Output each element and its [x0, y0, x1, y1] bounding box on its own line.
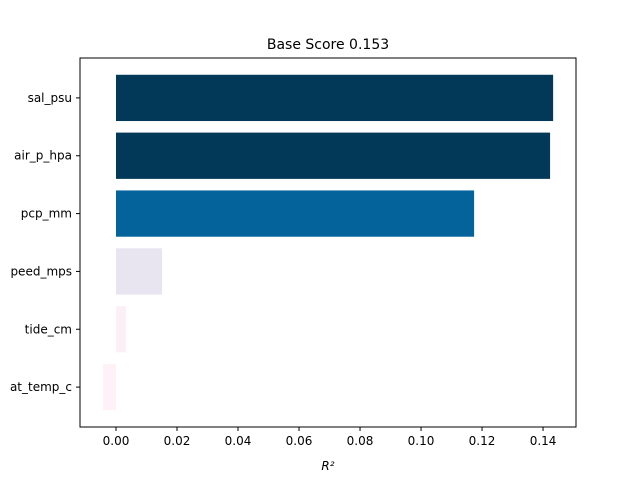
bar [115, 74, 554, 122]
bar [115, 132, 551, 179]
plot-frame [79, 57, 577, 428]
y-tick-label: tide_cm [25, 322, 72, 336]
y-tick-label: pcp_mm [21, 207, 72, 221]
chart-title: Base Score 0.153 [267, 37, 389, 53]
x-axis-label: R² [321, 459, 334, 473]
x-tick-label: 0.04 [225, 434, 252, 448]
bar [115, 306, 127, 353]
x-tick-label: 0.00 [103, 434, 130, 448]
y-tick-label: peed_mps [10, 264, 72, 278]
y-tick-label: sal_psu [28, 91, 72, 105]
y-tick-label: air_p_hpa [14, 149, 72, 163]
y-tick-label: at_temp_c [10, 380, 72, 394]
bar [102, 363, 116, 411]
bar [115, 190, 475, 237]
x-tick-label: 0.12 [469, 434, 496, 448]
x-tick-label: 0.02 [164, 434, 191, 448]
x-tick-label: 0.08 [347, 434, 374, 448]
x-tick-label: 0.14 [530, 434, 557, 448]
bar [115, 248, 163, 295]
x-tick-label: 0.06 [286, 434, 313, 448]
x-tick-label: 0.10 [408, 434, 435, 448]
